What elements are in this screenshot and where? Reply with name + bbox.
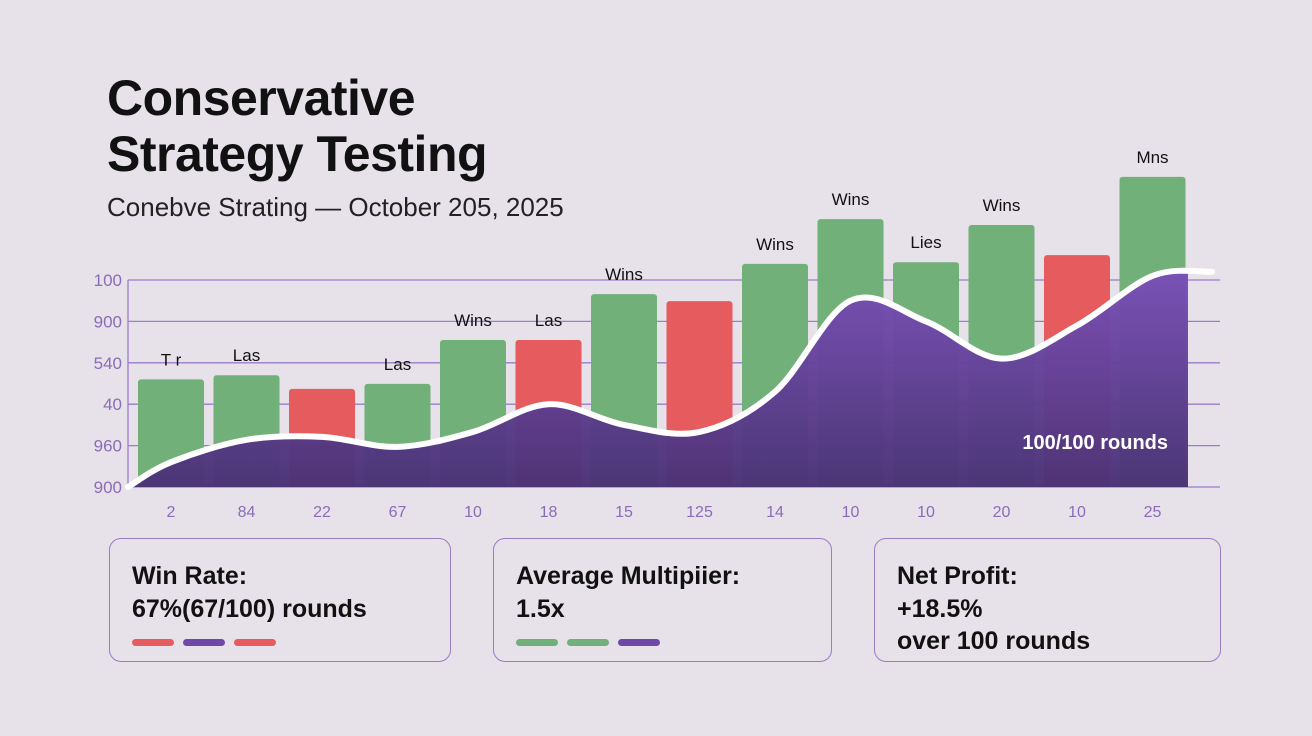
x-tick-label: 15 <box>615 504 633 521</box>
win-rate-card: Win Rate: 67%(67/100) rounds <box>109 538 451 662</box>
indicator-pill <box>567 639 609 646</box>
x-tick-label: 10 <box>842 504 860 521</box>
x-tick-label: 125 <box>686 504 713 521</box>
bar-label: Wins <box>605 265 643 284</box>
bar-label: Mns <box>1136 148 1168 167</box>
page-title: Conservative Strategy Testing <box>107 70 488 182</box>
net-profit-card: Net Profit: +18.5% over 100 rounds <box>874 538 1221 662</box>
indicator-pill <box>516 639 558 646</box>
average-multiplier-card: Average Multipiier: 1.5x <box>493 538 832 662</box>
x-tick-label: 25 <box>1144 504 1162 521</box>
card-value-2: over 100 rounds <box>897 627 1091 655</box>
rounds-annotation: 100/100 rounds <box>1022 432 1168 454</box>
bar-label: Las <box>233 346 260 365</box>
title-line-2: Strategy Testing <box>107 126 488 182</box>
card-heading: Net Profit: <box>897 562 1018 590</box>
indicator-pill <box>234 639 276 646</box>
x-tick-label: 10 <box>1068 504 1086 521</box>
bar-label: T r <box>161 350 182 369</box>
bar-label: Wins <box>832 190 870 209</box>
x-tick-label: 84 <box>238 504 256 521</box>
card-pills <box>132 639 428 646</box>
bar-label: Wins <box>756 235 794 254</box>
bar-label: Lies <box>910 233 941 252</box>
y-tick-label: 100 <box>94 271 122 290</box>
y-tick-label: 40 <box>103 395 122 414</box>
card-value: 67%(67/100) rounds <box>132 595 367 623</box>
bar-label: Wins <box>454 311 492 330</box>
card-heading: Average Multipiier: <box>516 562 741 590</box>
x-tick-label: 67 <box>389 504 407 521</box>
bar-label: Wins <box>983 196 1021 215</box>
card-heading: Win Rate: <box>132 562 248 590</box>
card-value: +18.5% <box>897 595 983 623</box>
x-tick-label: 20 <box>993 504 1011 521</box>
title-line-1: Conservative <box>107 70 416 126</box>
y-tick-label: 960 <box>94 437 122 456</box>
bar-label: Las <box>384 355 411 374</box>
card-value: 1.5x <box>516 595 565 623</box>
x-tick-label: 10 <box>464 504 482 521</box>
x-tick-label: 14 <box>766 504 784 521</box>
indicator-pill <box>618 639 660 646</box>
card-pills <box>516 639 809 646</box>
y-tick-label: 900 <box>94 312 122 331</box>
indicator-pill <box>183 639 225 646</box>
y-tick-label: 900 <box>94 478 122 497</box>
cumulative-line <box>125 267 1215 490</box>
x-tick-label: 18 <box>540 504 558 521</box>
indicator-pill <box>132 639 174 646</box>
bar-label: Las <box>535 311 562 330</box>
x-tick-label: 10 <box>917 504 935 521</box>
x-tick-label: 22 <box>313 504 331 521</box>
x-tick-label: 2 <box>167 504 176 521</box>
y-tick-label: 540 <box>94 354 122 373</box>
cumulative-area <box>128 270 1188 487</box>
subtitle: Conebve Strating — October 205, 2025 <box>107 192 564 222</box>
